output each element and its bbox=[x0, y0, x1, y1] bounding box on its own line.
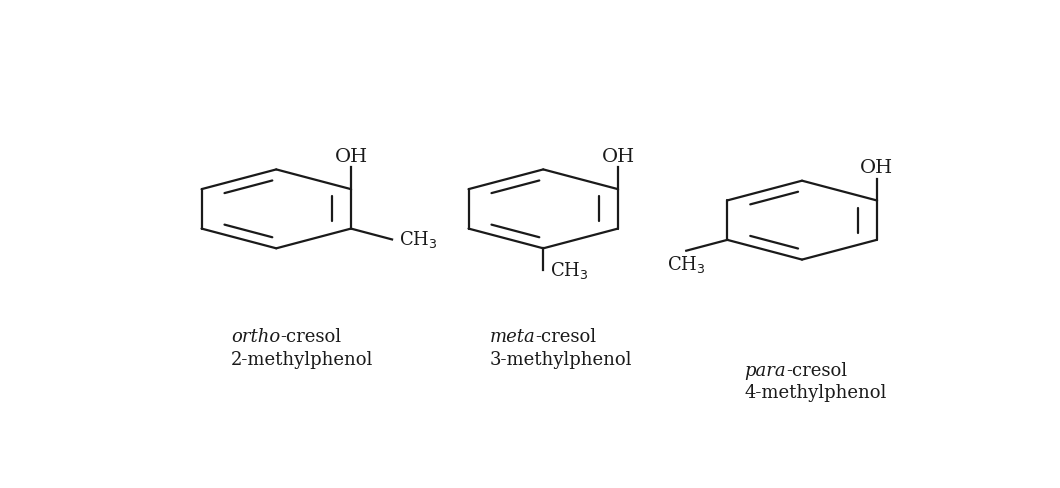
Text: -cresol: -cresol bbox=[535, 328, 597, 346]
Text: CH$_3$: CH$_3$ bbox=[667, 254, 706, 275]
Text: -cresol: -cresol bbox=[787, 362, 847, 380]
Text: 2-methylphenol: 2-methylphenol bbox=[231, 350, 373, 368]
Text: OH: OH bbox=[860, 159, 894, 177]
Text: 3-methylphenol: 3-methylphenol bbox=[490, 350, 633, 368]
Text: meta: meta bbox=[490, 328, 535, 346]
Text: -cresol: -cresol bbox=[280, 328, 341, 346]
Text: 4-methylphenol: 4-methylphenol bbox=[744, 385, 887, 403]
Text: CH$_3$: CH$_3$ bbox=[550, 260, 588, 281]
Text: para: para bbox=[744, 362, 787, 380]
Text: CH$_3$: CH$_3$ bbox=[399, 229, 437, 250]
Text: OH: OH bbox=[601, 147, 635, 165]
Text: OH: OH bbox=[334, 147, 368, 165]
Text: ortho: ortho bbox=[231, 328, 280, 346]
